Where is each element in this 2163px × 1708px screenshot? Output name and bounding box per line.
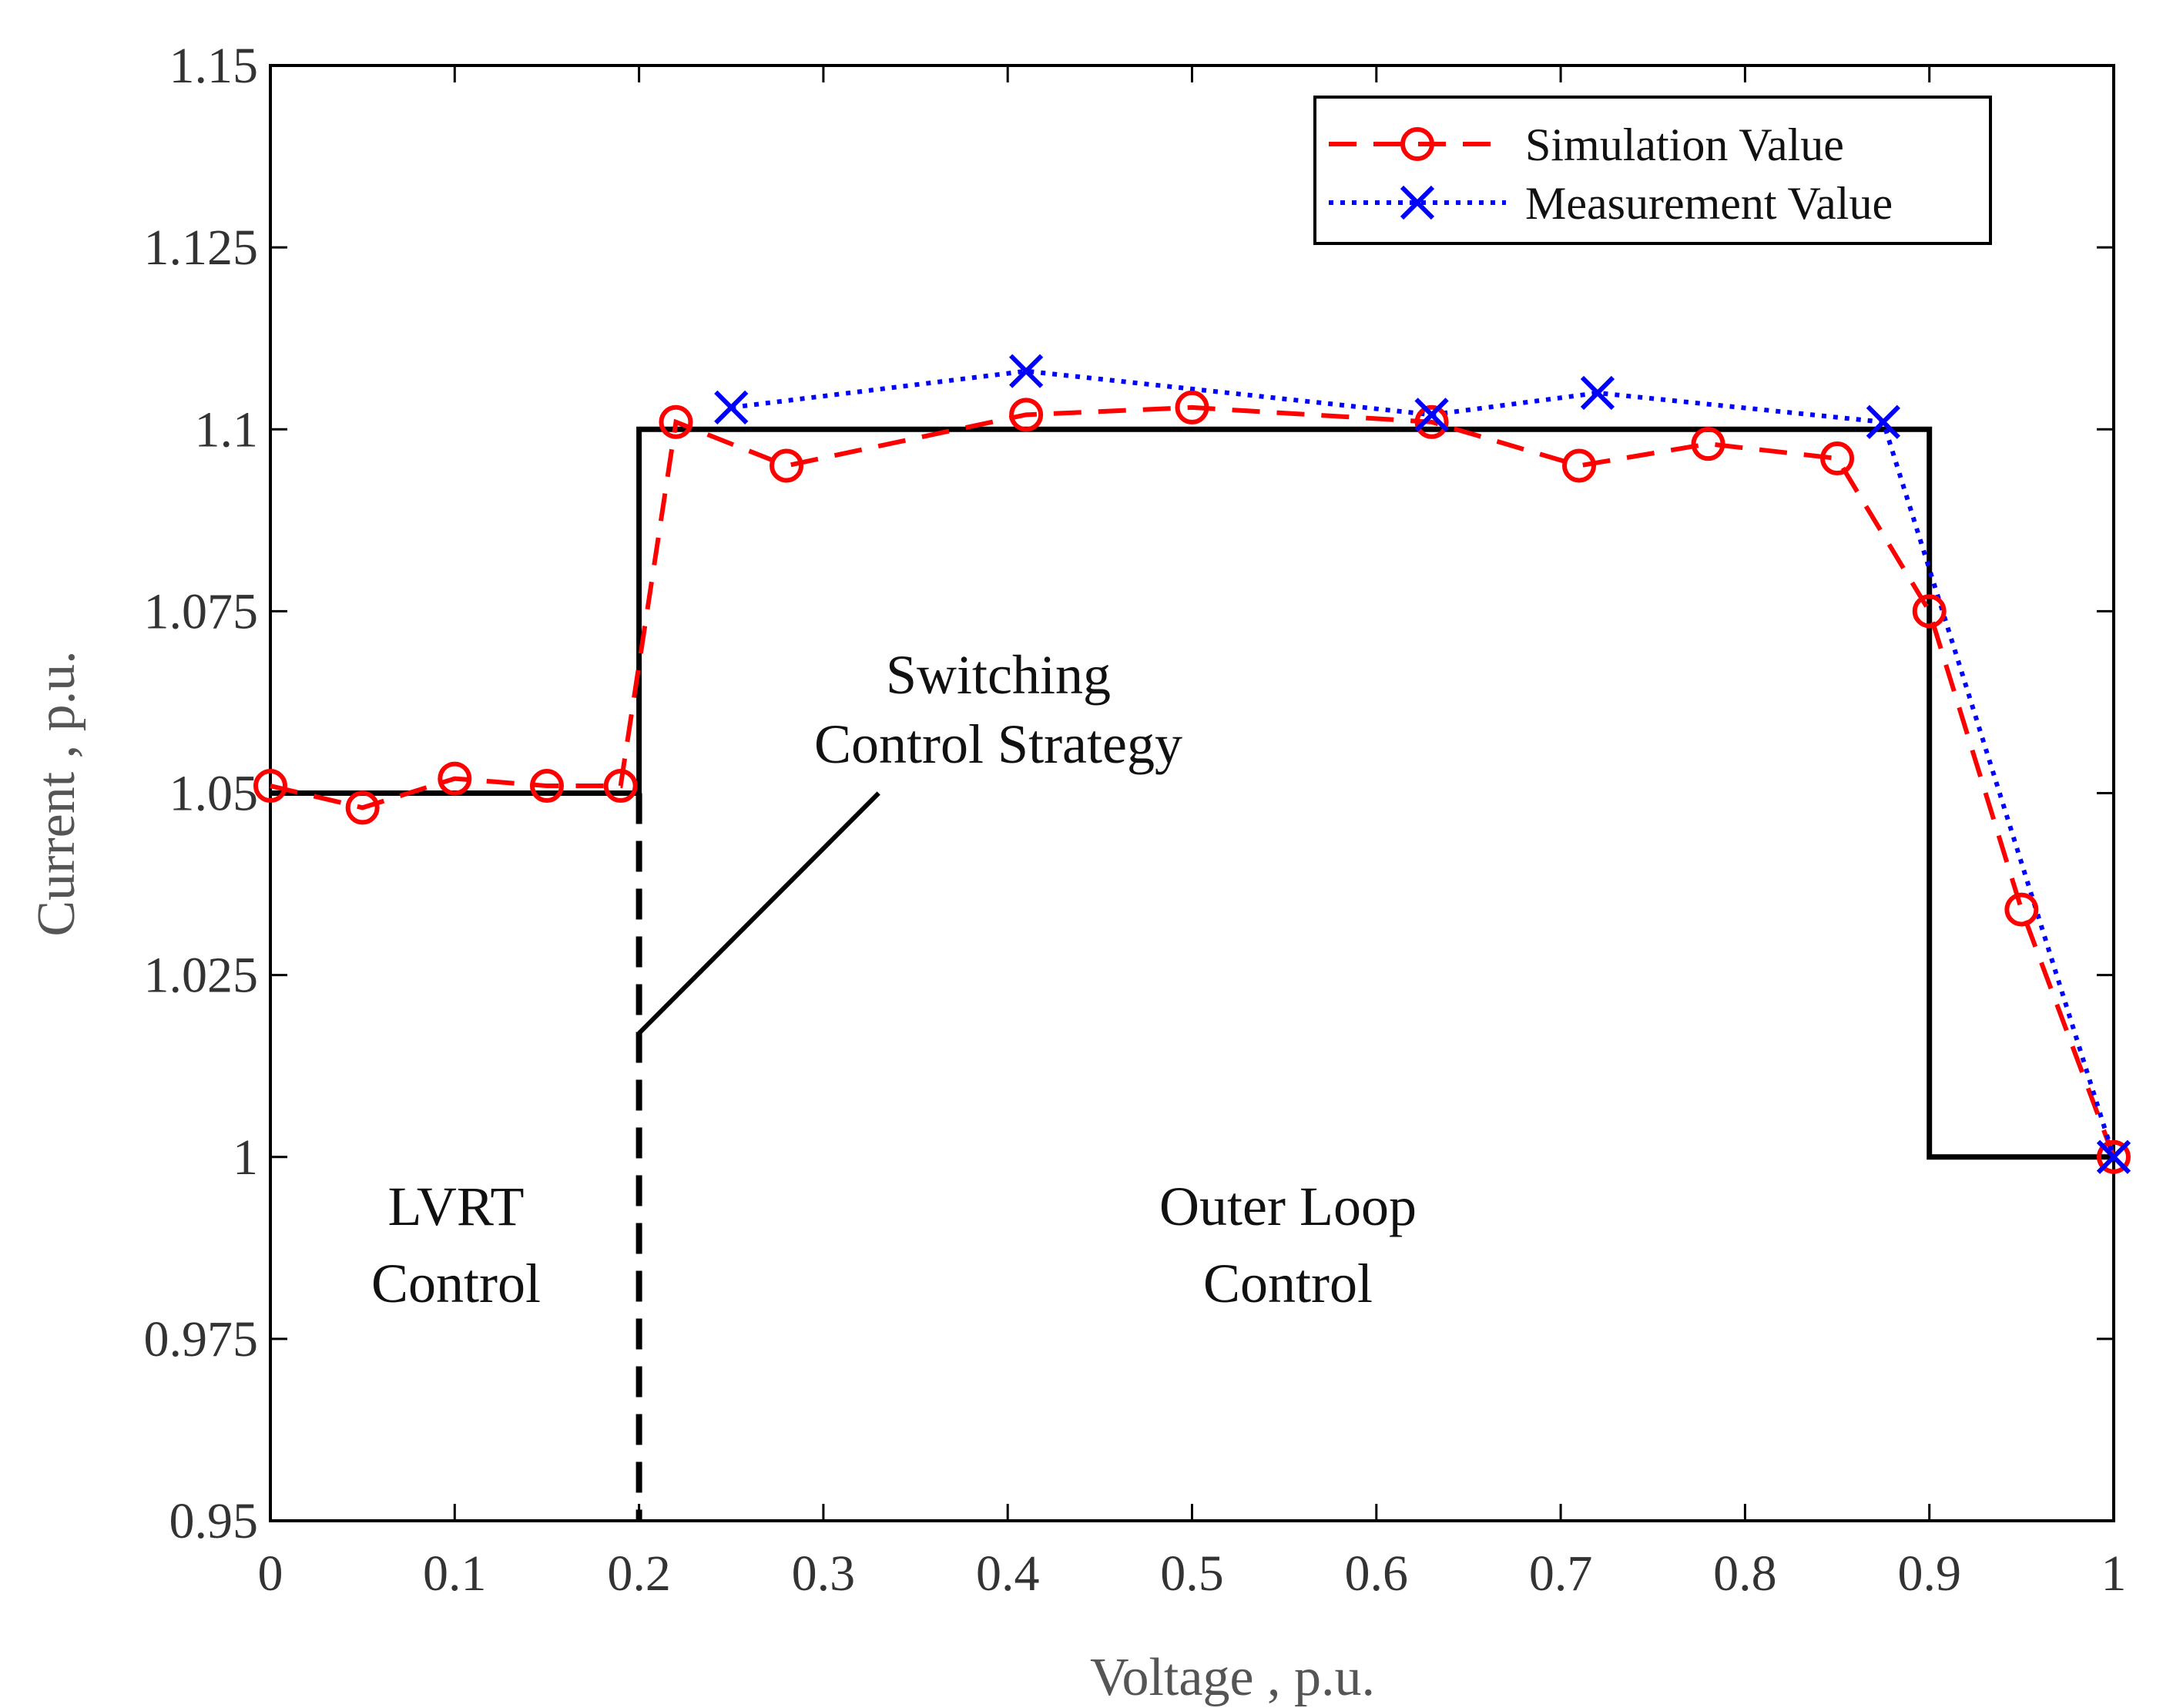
measurement-point [2096, 1139, 2131, 1174]
simulation-point [1912, 594, 1947, 629]
simulation-point [529, 769, 564, 804]
simulation-point [2097, 1139, 2131, 1174]
y-tick-label: 1.1 [195, 401, 259, 458]
y-tick-label: 1.05 [169, 766, 259, 822]
simulation-point [1562, 448, 1597, 483]
y-tick-label: 0.975 [144, 1311, 259, 1367]
simulation-point [770, 448, 804, 483]
x-tick-label: 0 [258, 1545, 283, 1602]
x-tick-label: 0.7 [1529, 1545, 1593, 1602]
annotation-switching-line2: Control Strategy [814, 713, 1182, 775]
legend-measurement-label: Measurement Value [1525, 178, 1893, 229]
simulation-point [659, 404, 693, 439]
measurement-point [1866, 404, 1901, 439]
simulation-point [253, 769, 287, 804]
legend-box [1313, 96, 1992, 245]
x-tick-label: 0.3 [792, 1545, 856, 1602]
simulation-point [603, 769, 638, 804]
boundary-line [270, 426, 2114, 1160]
y-tick-label: 1.15 [169, 38, 259, 94]
annotation-pointer-line [637, 791, 880, 1035]
x-tick-label: 0.9 [1897, 1545, 1961, 1602]
annotation-outer-loop-line1: Outer Loop [1159, 1176, 1417, 1237]
simulation-point [1820, 441, 1855, 476]
annotation-switching-line1: Switching [886, 644, 1111, 706]
annotation-lvrt-line2: Control [371, 1253, 541, 1314]
legend-simulation-marker [1400, 127, 1434, 161]
y-tick-labels: 0.95 0.975 1 1.025 1.05 1.075 1.1 1.125 1.15 [144, 38, 259, 1549]
y-tick-label: 1.075 [144, 583, 259, 639]
x-tick-label: 0.8 [1713, 1545, 1777, 1602]
x-axis-title: Voltage , p.u. [1090, 1648, 1375, 1707]
simulation-point [1414, 404, 1449, 439]
x-tick-label: 0.4 [976, 1545, 1040, 1602]
measurement-point [1580, 375, 1615, 411]
legend-measurement-marker [1400, 185, 1435, 220]
measurement-point [1009, 354, 1044, 388]
legend-simulation-label: Simulation Value [1525, 119, 1844, 170]
simulation-line [270, 404, 2116, 1158]
annotation-outer-loop-line2: Control [1203, 1253, 1373, 1314]
annotation-lvrt-line1: LVRT [387, 1176, 524, 1237]
simulation-point [438, 761, 472, 796]
x-tick-labels: 0 0.1 0.2 0.3 0.4 0.5 0.6 0.7 0.8 0.9 1 [258, 1545, 2127, 1602]
simulation-point [1009, 398, 1044, 432]
x-tick-label: 0.1 [423, 1545, 487, 1602]
simulation-point [345, 790, 380, 825]
x-tick-label: 0.5 [1160, 1545, 1224, 1602]
measurement-line [730, 368, 2116, 1158]
y-tick-label: 1 [233, 1129, 258, 1186]
measurement-point [714, 390, 749, 425]
x-tick-label: 1 [2101, 1545, 2127, 1602]
y-tick-label: 1.025 [144, 948, 259, 1004]
simulation-point [1691, 427, 1725, 461]
x-tick-label: 0.6 [1345, 1545, 1409, 1602]
legend: Simulation Value Measurement Value [1313, 96, 1992, 245]
axis-ticks [269, 64, 2115, 1522]
y-tick-label: 1.125 [144, 220, 259, 276]
measurement-point [1414, 398, 1449, 432]
y-axis-title: Current , p.u. [27, 650, 86, 936]
simulation-point [1175, 390, 1209, 424]
series-layer [253, 354, 2131, 1521]
x-tick-label: 0.2 [607, 1545, 671, 1602]
simulation-point [2004, 892, 2039, 927]
y-tick-label: 0.95 [169, 1493, 259, 1549]
